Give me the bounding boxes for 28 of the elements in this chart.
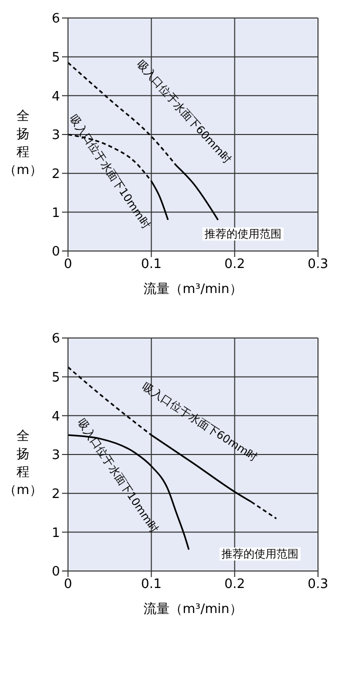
y-tick-label: 0 (52, 244, 60, 260)
x-axis-title: 流量（m³/min） (144, 601, 242, 617)
x-tick-label: 0.2 (224, 577, 246, 592)
y-tick-label: 6 (52, 332, 60, 347)
y-tick-label: 4 (52, 409, 60, 424)
y-tick-label: 5 (52, 50, 60, 66)
annotation: 推荐的使用范围 (202, 228, 284, 240)
y-axis-title: 全扬程（m） (4, 428, 42, 500)
y-tick-label: 2 (52, 486, 60, 502)
x-tick-label: 0.3 (308, 257, 328, 272)
y-tick-label: 2 (52, 166, 60, 182)
annotation: 推荐的使用范围 (220, 548, 300, 560)
y-tick-label: 1 (52, 206, 60, 221)
y-tick-label: 1 (52, 526, 60, 541)
x-tick-label: 0.3 (308, 577, 328, 592)
y-tick-label: 4 (52, 89, 60, 104)
x-tick-label: 0.1 (140, 257, 162, 272)
y-axis-title: 全扬程（m） (4, 108, 42, 180)
y-tick-label: 0 (52, 564, 60, 580)
y-tick-label: 6 (52, 12, 60, 27)
y-tick-label: 5 (52, 370, 60, 386)
x-tick-label: 0.2 (224, 257, 246, 272)
x-tick-label: 0.1 (140, 577, 162, 592)
x-tick-label: 0 (64, 577, 72, 592)
y-tick-label: 3 (52, 128, 60, 144)
x-tick-label: 0 (64, 257, 72, 272)
x-axis-title: 流量（m³/min） (144, 281, 242, 297)
y-tick-label: 3 (52, 448, 60, 464)
